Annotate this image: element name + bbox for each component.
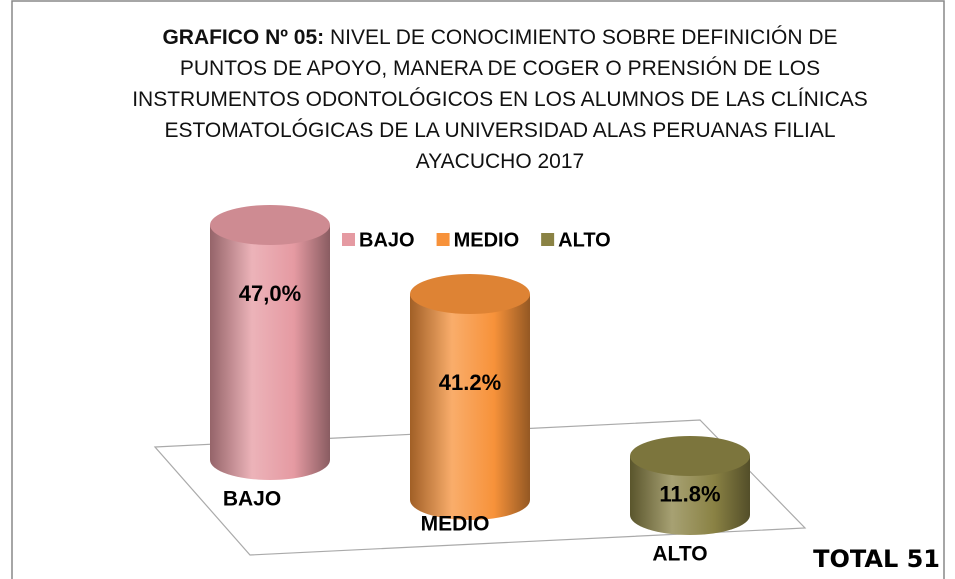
category-label: MEDIO <box>421 513 490 536</box>
legend-swatch <box>342 233 355 246</box>
legend-label: MEDIO <box>454 229 520 251</box>
title-prefix: GRAFICO Nº 05: <box>162 26 325 49</box>
legend-label: BAJO <box>359 229 415 251</box>
chart-border <box>11 0 945 579</box>
bar <box>630 456 750 535</box>
bar-top <box>630 436 750 476</box>
legend-swatch <box>541 233 555 246</box>
bar-top <box>410 274 530 314</box>
category-label: ALTO <box>652 543 707 566</box>
category-label: BAJO <box>223 488 281 511</box>
value-label: 41.2% <box>439 370 501 395</box>
value-label: 11.8% <box>659 481 720 506</box>
bar <box>210 225 330 480</box>
chart-title: GRAFICO Nº 05: NIVEL DE CONOCIMIENTO SOB… <box>120 22 880 177</box>
legend-swatch <box>436 233 450 246</box>
total-annotation: TOTAL 51 <box>813 545 940 573</box>
bar-top <box>210 205 330 245</box>
bar <box>410 294 530 520</box>
title-text: NIVEL DE CONOCIMIENTO SOBRE DEFINICIÓN D… <box>132 26 868 173</box>
legend-label: ALTO <box>558 229 611 251</box>
value-label: 47,0% <box>239 281 301 306</box>
